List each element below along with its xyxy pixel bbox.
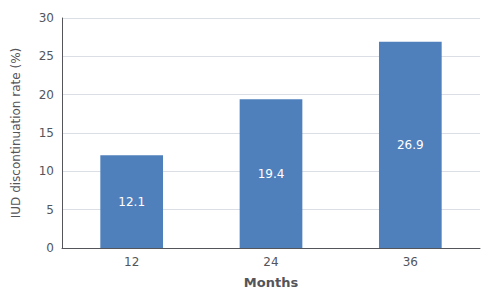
svg-text:12: 12	[124, 255, 139, 269]
svg-text:26.9: 26.9	[397, 138, 424, 152]
svg-text:12.1: 12.1	[118, 195, 145, 209]
svg-text:20: 20	[39, 88, 54, 102]
svg-text:Months: Months	[244, 275, 299, 290]
svg-text:30: 30	[39, 11, 54, 25]
svg-text:0: 0	[46, 241, 54, 255]
svg-text:19.4: 19.4	[258, 167, 285, 181]
svg-text:15: 15	[39, 126, 54, 140]
svg-text:24: 24	[263, 255, 278, 269]
svg-text:10: 10	[39, 164, 54, 178]
svg-text:25: 25	[39, 49, 54, 63]
svg-text:5: 5	[46, 203, 54, 217]
svg-text:IUD discontinuation rate (%): IUD discontinuation rate (%)	[9, 48, 23, 218]
svg-text:36: 36	[403, 255, 418, 269]
